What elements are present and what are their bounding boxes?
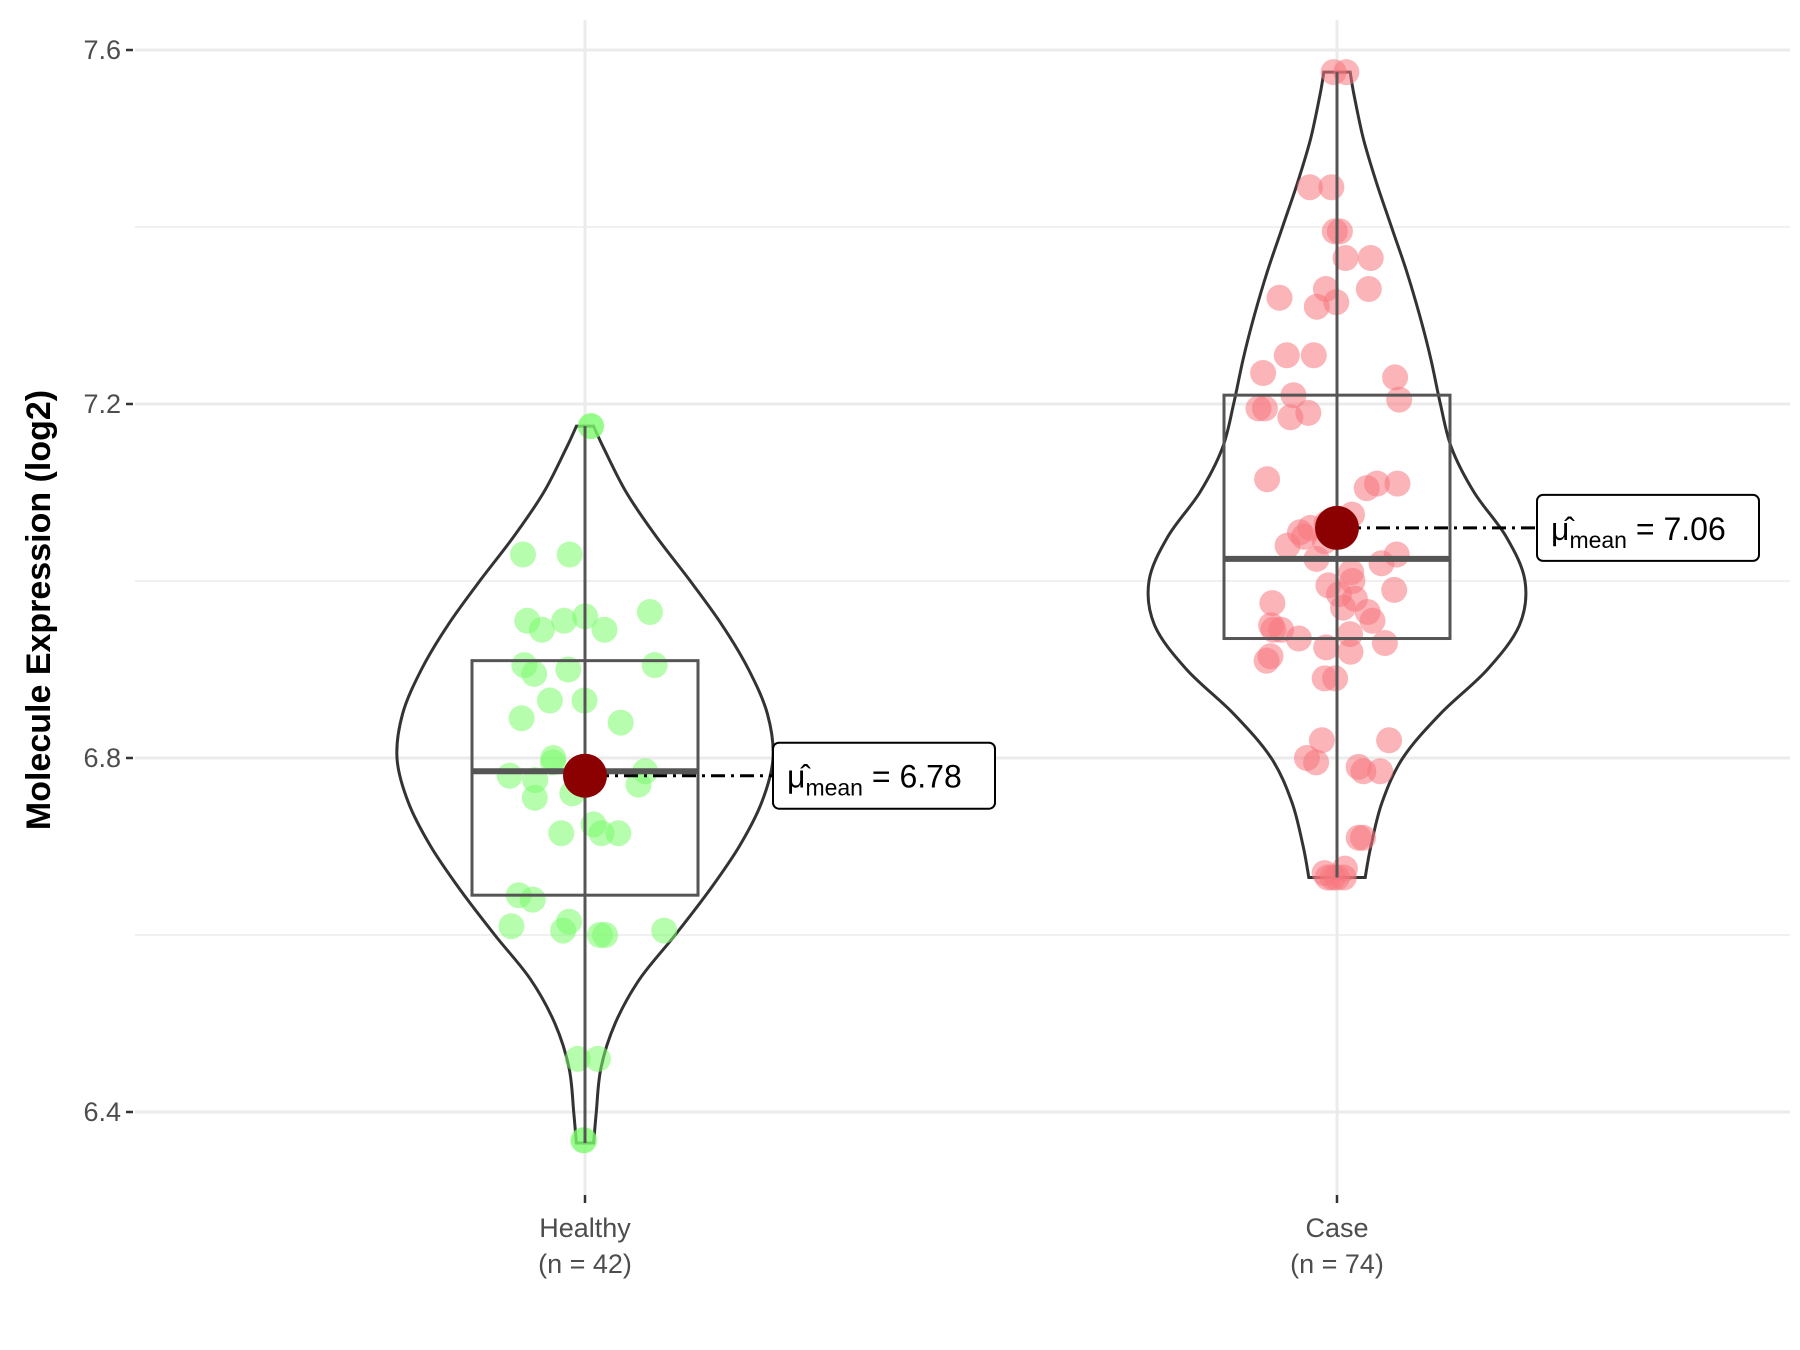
data-point-healthy: [550, 917, 577, 944]
box-healthy: [470, 659, 700, 897]
data-point-healthy: [564, 1045, 591, 1072]
data-point-case: [1384, 470, 1411, 497]
data-point-case: [1259, 590, 1286, 617]
data-point-healthy: [528, 616, 555, 643]
data-point-healthy: [536, 687, 563, 714]
data-point-case: [1326, 218, 1353, 245]
data-point-case: [1376, 727, 1403, 754]
data-point-case: [1320, 59, 1347, 86]
y-tick-label: 6.8: [83, 743, 121, 773]
data-point-healthy: [521, 660, 548, 687]
data-point-healthy: [586, 922, 613, 948]
mean-label-box-healthy: [772, 741, 996, 810]
data-point-healthy: [584, 1045, 611, 1072]
data-point-case: [1266, 284, 1293, 311]
data-point-healthy: [588, 820, 615, 847]
data-point-healthy: [496, 762, 523, 789]
x-tick-label-case: Case: [1305, 1213, 1368, 1243]
data-point-healthy: [591, 616, 618, 643]
data-point-healthy: [551, 607, 578, 634]
mean-label-box-case: [1536, 493, 1760, 562]
data-point-healthy: [636, 599, 663, 625]
data-point-case: [1355, 276, 1382, 302]
data-point-case: [1277, 404, 1304, 431]
mean-point-case: [1315, 505, 1359, 550]
data-point-case: [1274, 532, 1301, 559]
data-point-case: [1250, 360, 1277, 386]
data-point-healthy: [651, 917, 678, 944]
data-point-healthy: [641, 652, 668, 679]
data-point-case: [1353, 475, 1380, 502]
data-point-case: [1350, 758, 1377, 785]
data-point-case: [1357, 245, 1384, 271]
data-point-case: [1308, 727, 1335, 754]
y-tick-label: 6.4: [83, 1097, 121, 1127]
y-tick-label: 7.2: [83, 389, 121, 419]
data-point-case: [1371, 630, 1398, 656]
grid-lines: [135, 20, 1790, 1195]
y-axis-title: Molecule Expression (log2): [20, 390, 58, 830]
data-point-case: [1296, 174, 1323, 201]
mean-label-case: μ̂mean = 7.06: [1551, 511, 1726, 553]
data-point-case: [1253, 647, 1280, 674]
data-point-case: [1273, 342, 1300, 369]
data-point-case: [1303, 293, 1330, 320]
data-point-case: [1386, 386, 1413, 413]
data-point-healthy: [498, 913, 525, 940]
violin-healthy: [395, 424, 775, 1145]
data-point-healthy: [555, 656, 582, 683]
data-point-case: [1254, 466, 1281, 493]
data-point-case: [1368, 550, 1395, 577]
mean-point-healthy: [563, 753, 607, 798]
data-point-case: [1381, 576, 1408, 603]
data-point-case: [1359, 607, 1386, 634]
data-point-healthy: [607, 709, 634, 736]
data-point-case: [1300, 342, 1327, 369]
data-point-case: [1332, 245, 1359, 271]
x-tick-count-healthy: (n = 42): [538, 1249, 632, 1279]
data-point-healthy: [521, 784, 548, 811]
data-point-case: [1330, 594, 1356, 621]
data-point-healthy: [519, 886, 546, 913]
data-point-case: [1382, 364, 1409, 391]
data-point-healthy: [556, 541, 583, 568]
data-point-case: [1337, 638, 1364, 665]
mean-markers: μ̂mean = 6.78μ̂mean = 7.06: [563, 493, 1760, 810]
data-point-healthy: [508, 705, 535, 732]
data-point-healthy: [510, 541, 536, 568]
data-point-case: [1251, 395, 1278, 422]
x-tick-label-healthy: Healthy: [539, 1213, 631, 1243]
data-point-case: [1311, 665, 1338, 692]
data-point-case: [1323, 864, 1350, 891]
x-tick-count-case: (n = 74): [1290, 1249, 1384, 1279]
data-point-case: [1350, 824, 1376, 851]
y-tick-label: 7.6: [83, 35, 121, 65]
axes: 6.4 6.8 7.2 7.6 Healthy (n = 42) Case (n = 74): [83, 35, 1383, 1279]
box-case: [1222, 393, 1452, 641]
data-point-case: [1313, 634, 1340, 661]
data-point-healthy: [578, 413, 605, 440]
data-point-healthy: [548, 820, 575, 847]
boxplots: [470, 72, 1452, 1143]
data-point-healthy: [625, 771, 652, 798]
data-point-case: [1303, 749, 1330, 776]
jitter-points: [496, 59, 1413, 1154]
